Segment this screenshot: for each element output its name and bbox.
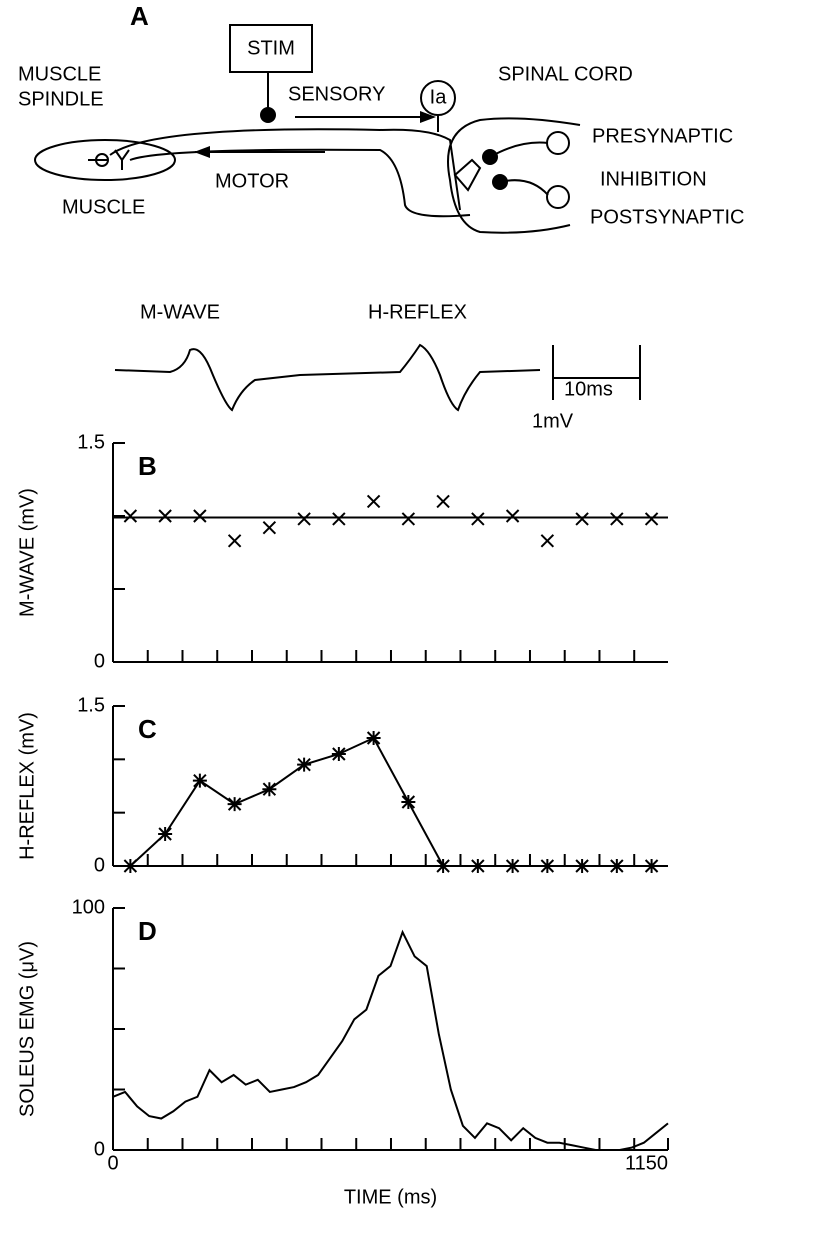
arrowhead — [420, 111, 436, 123]
spinal-cord-label: SPINAL CORD — [498, 63, 633, 85]
marker — [540, 534, 555, 548]
motor-label: MOTOR — [215, 170, 289, 192]
marker — [262, 520, 277, 535]
presynaptic-label: PRESYNAPTIC — [592, 125, 733, 147]
marker — [470, 859, 485, 873]
marker — [227, 534, 242, 548]
marker — [331, 747, 346, 761]
panel-label: A — [130, 1, 149, 31]
m-wave-label: M-WAVE — [140, 301, 220, 323]
marker — [123, 859, 138, 873]
motor-fiber — [129, 148, 471, 218]
motoneuron — [453, 158, 482, 192]
y-tick-label: 1.5 — [77, 694, 105, 716]
panel-label: D — [138, 916, 157, 946]
y-tick-label: 0 — [94, 650, 105, 672]
x-tick-label: 1150 — [625, 1152, 668, 1174]
interneuron-body — [546, 185, 570, 209]
marker — [401, 512, 416, 526]
spinal-cord-outline — [447, 117, 581, 234]
x-axis-label: TIME (ms) — [344, 1186, 437, 1208]
postsynaptic-label: POSTSYNAPTIC — [590, 206, 744, 228]
marker — [644, 512, 659, 526]
marker — [609, 859, 624, 873]
marker — [366, 494, 381, 509]
marker — [401, 795, 416, 809]
stim-box — [229, 24, 313, 73]
trace-path — [114, 343, 541, 412]
marker — [297, 512, 311, 526]
marker — [192, 773, 207, 788]
marker — [505, 509, 520, 523]
muscle-ellipse — [34, 139, 176, 181]
interneuron-body — [546, 131, 570, 155]
time-scale-label: 10ms — [564, 378, 613, 400]
y-tick-label: 0 — [94, 854, 105, 876]
marker — [610, 512, 624, 526]
volt-scale-label: 1mV — [532, 410, 574, 432]
y-axis-label: M-WAVE (mV) — [16, 488, 38, 617]
h-reflex-label: H-REFLEX — [368, 301, 467, 323]
diagram: A STIM MUSCLE SPINDLE SENSORY Ia SPINAL … — [18, 1, 744, 234]
emg-trace: M-WAVE H-REFLEX 10ms 1mV — [114, 301, 641, 432]
marker — [158, 509, 172, 523]
interneuron — [499, 179, 549, 196]
x-tick-label: 0 — [107, 1152, 118, 1174]
inhibition-label: INHIBITION — [600, 168, 707, 190]
muscle-label: MUSCLE — [62, 196, 145, 218]
spindle-label: SPINDLE — [18, 88, 104, 110]
marker — [575, 859, 590, 873]
marker — [193, 509, 207, 523]
panel-label: C — [138, 714, 157, 744]
data-line — [112, 929, 669, 1151]
data-line — [129, 736, 652, 867]
arrowhead — [194, 146, 210, 158]
y-axis-label: H-REFLEX (mV) — [16, 712, 38, 860]
marker — [158, 827, 173, 841]
y-tick-label: 100 — [72, 896, 105, 918]
interneuron — [489, 141, 549, 158]
marker — [436, 494, 450, 509]
y-tick-label: 0 — [94, 1138, 105, 1160]
spindle-symbol — [88, 149, 130, 170]
marker — [123, 509, 138, 523]
scale-bar — [552, 345, 641, 400]
marker — [366, 731, 381, 745]
marker — [644, 859, 659, 873]
marker — [505, 859, 520, 873]
stim-dot — [260, 107, 276, 123]
y-axis-label: SOLEUS EMG (μV) — [16, 941, 38, 1117]
ia-label: Ia — [430, 86, 448, 108]
marker — [227, 797, 242, 812]
marker — [540, 859, 555, 873]
panel-label: B — [138, 451, 157, 481]
marker — [436, 859, 451, 873]
spindle-label: MUSCLE — [18, 63, 101, 85]
marker — [297, 757, 312, 772]
y-tick-label: 1.5 — [77, 431, 105, 453]
stim-label: STIM — [247, 37, 295, 59]
sensory-label: SENSORY — [288, 83, 385, 105]
spindle-symbol — [95, 153, 109, 167]
marker — [262, 782, 277, 797]
marker — [332, 512, 346, 526]
marker — [471, 512, 485, 526]
marker — [575, 512, 589, 526]
